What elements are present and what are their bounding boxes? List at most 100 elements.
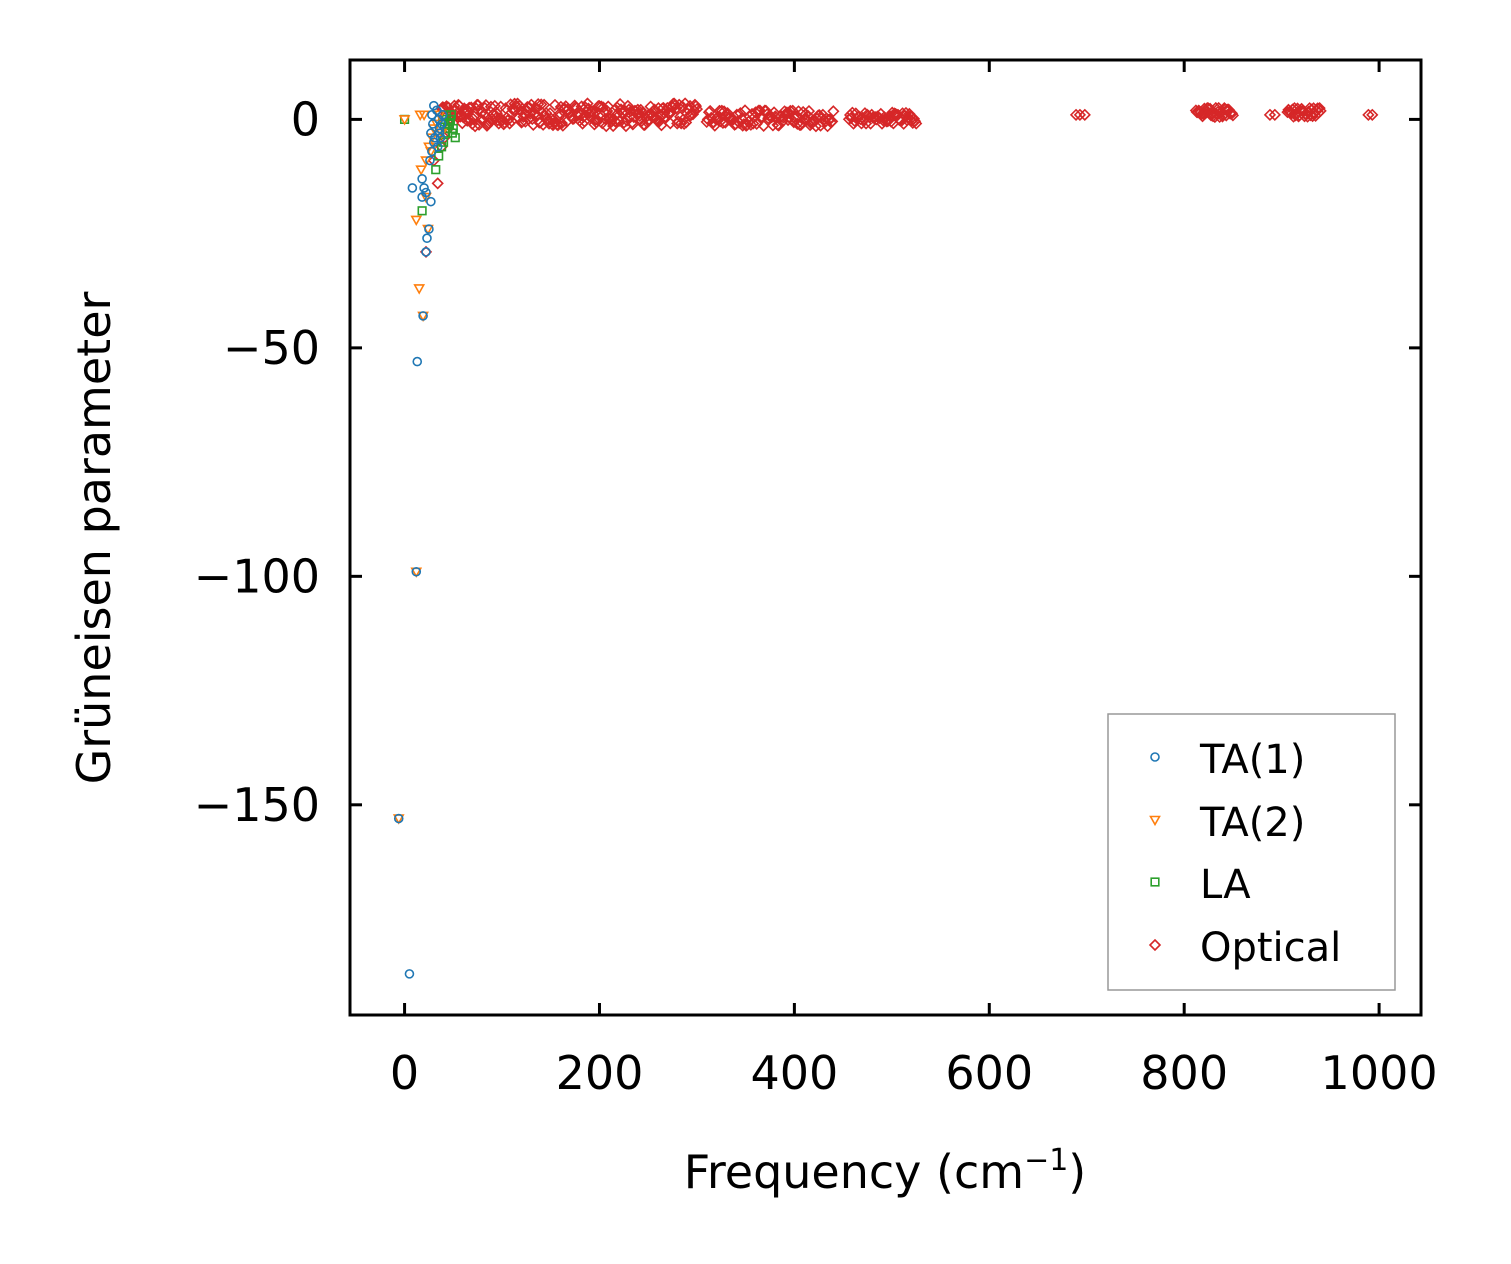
ta1-point [425,155,435,166]
ta1-point [434,128,445,138]
legend-frame [1107,713,1396,991]
optical-point [524,107,537,120]
ta1-point [421,247,431,257]
optical-point [586,105,599,118]
ta2-point [420,156,432,167]
legend-marker-ta1 [1150,752,1160,762]
optical-point [460,103,473,117]
x-axis-title: Frequency (cm−1) [684,1143,1087,1199]
ta1-point [418,311,428,321]
optical-point [1314,104,1327,117]
x-tick-label: 1000 [1321,1046,1438,1100]
optical-point [713,104,726,117]
optical-point [910,117,923,130]
optical-point [670,102,683,115]
optical-point [621,99,635,113]
ta2-point [420,192,432,204]
optical-point [555,117,569,130]
ta2-point [410,215,423,227]
y-tick-label: −50 [223,321,320,375]
ta2-point [413,284,426,295]
optical-point [767,106,781,119]
optical-point [780,106,794,119]
legend-label-la: LA [1200,862,1251,908]
optical-point [609,115,623,129]
optical-point [690,102,704,116]
ta2-point [414,110,427,121]
optical-point [792,105,805,118]
optical-point [543,107,557,120]
x-tick-label: 400 [750,1046,838,1100]
y-tick-label: −100 [194,549,320,603]
optical-point [1263,108,1277,121]
legend-label-optical: Optical [1200,925,1341,971]
ta1-point [411,566,422,577]
la-point [431,165,441,175]
optical-point [1366,108,1379,121]
optical-point [636,106,649,119]
optical-point [464,113,477,126]
ta1-point [436,119,447,129]
optical-point [907,112,921,125]
optical-point [602,100,615,113]
optical-point [704,104,717,118]
optical-point [791,117,804,130]
optical-point [772,119,785,132]
legend-marker-optical [1148,938,1162,952]
optical-point [729,117,742,131]
optical-point [1078,108,1091,121]
optical-point [734,107,747,120]
ta1-point [417,174,427,184]
y-axis-title: Grüneisen parameter [67,291,121,784]
optical-point [468,120,482,133]
ta1-point [412,356,423,367]
optical-point [551,119,565,132]
optical-point [1362,108,1375,121]
ta1-point [432,142,443,152]
optical-point [431,177,444,190]
optical-point [673,98,686,111]
optical-point [675,117,688,130]
optical-point [471,98,485,112]
ta1-point [417,192,427,202]
axis-ticks: 0 200 400 600 800 1000 0 −50 −100 −150 [194,60,1438,1100]
optical-point [750,117,763,130]
optical-point [795,116,809,129]
ta1-point [435,132,446,143]
x-tick-label: 200 [556,1046,644,1100]
plot-frame [348,58,1423,1017]
optical-point [513,99,526,112]
optical-point [589,113,602,126]
ta1-point [431,105,442,116]
ta1-point [437,110,448,120]
ta1-point [404,969,415,979]
ta1-point [434,123,445,134]
legend: TA(1) TA(2) LA Optical [1107,713,1396,991]
ta1-point [393,813,404,824]
optical-point [826,115,839,128]
x-tick-label: 600 [945,1046,1033,1100]
ta1-point [426,196,436,207]
optical-point [1073,108,1087,121]
optical-point [477,108,491,121]
optical-point [757,119,770,132]
la-point [447,128,457,138]
la-point [417,206,427,216]
optical-point [598,105,611,118]
data-marks [392,97,1379,979]
optical-point [1226,109,1240,122]
ta1-point [424,224,434,234]
optical-point [556,119,569,132]
x-axis-title-superscript: −1 [1024,1143,1068,1178]
optical-point [809,120,823,133]
legend-marker-la [1150,877,1160,887]
optical-point [617,116,631,129]
optical-point [899,106,913,120]
optical-point [747,117,760,130]
ta2-point [415,165,428,176]
optical-point [802,104,816,118]
ta1-point [407,183,418,193]
optical-point [461,114,474,127]
legend-marker-ta2 [1149,815,1161,827]
